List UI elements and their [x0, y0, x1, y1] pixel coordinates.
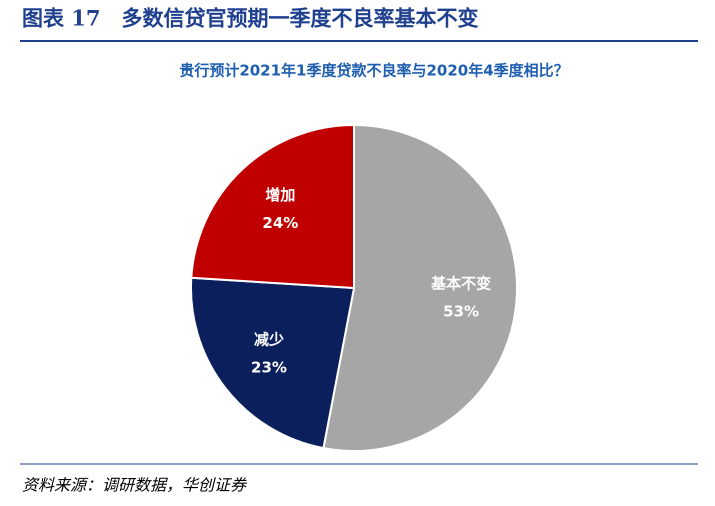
slice-value-label: 53%: [443, 303, 479, 321]
chart-title: 图表 17 多数信贷官预期一季度不良率基本不变: [22, 6, 479, 31]
chart-subtitle: 贵行预计2021年1季度贷款不良率与2020年4季度相比？: [179, 62, 568, 80]
pie-slice: [322, 123, 518, 452]
slice-category: 增加: [265, 186, 295, 204]
source-note: 资料来源：调研数据，华创证券: [22, 476, 248, 495]
slice-category: 基本不变: [430, 275, 491, 293]
pie-slice: [190, 276, 356, 450]
slice-value-label: 23%: [251, 358, 287, 376]
slice-category: 减少: [254, 330, 284, 348]
slice-value-label: 24%: [262, 214, 298, 232]
pie-slice: [190, 123, 355, 290]
